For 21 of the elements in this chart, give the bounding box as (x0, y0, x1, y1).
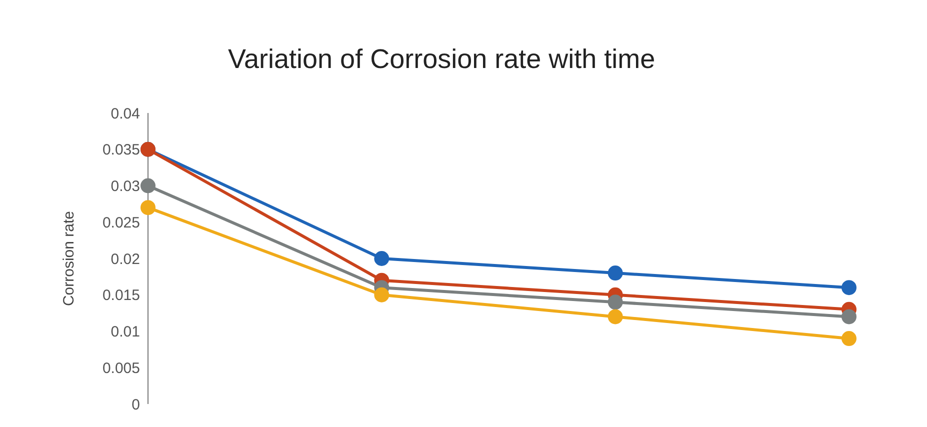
point (374, 287, 390, 302)
point (842, 309, 856, 324)
y-tick-label: 0 (132, 396, 140, 414)
y-tick-label: 0.02 (110, 250, 140, 268)
y-tick-label: 0.015 (102, 287, 140, 304)
point (608, 309, 623, 324)
point (140, 200, 156, 216)
chart-title: Variation of Corrosion rate with time (228, 44, 656, 75)
y-tick-label: 0.035 (102, 142, 140, 159)
y-tick-label: 0.025 (102, 214, 140, 232)
y-tick-label: 0.005 (102, 360, 140, 377)
point (374, 251, 390, 266)
point (608, 266, 623, 281)
point (842, 331, 856, 346)
point (608, 294, 623, 310)
y-tick-label: 0.03 (110, 178, 140, 196)
y-axis-title: Corrosion rate (60, 210, 78, 306)
y-tick-label: 0.04 (110, 105, 140, 122)
y-tick-label: 0.01 (110, 324, 140, 341)
point (140, 178, 156, 194)
point (842, 280, 856, 296)
